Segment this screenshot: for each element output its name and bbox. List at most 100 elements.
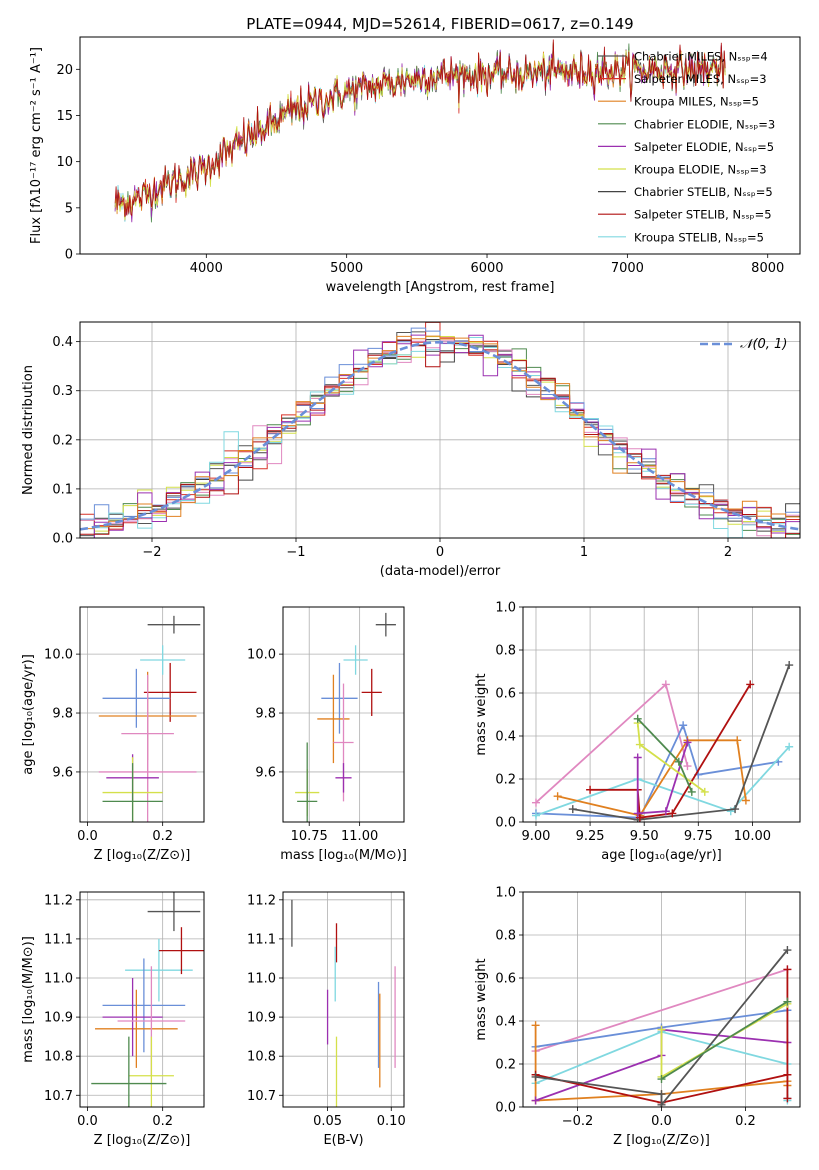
axes-frame [79, 606, 205, 823]
axes-frame [522, 606, 801, 823]
legend-entry: Salpeter ELODIE, Nₛₛₚ=5 [634, 140, 774, 154]
y-tick-label: 0.3 [52, 384, 73, 399]
x-axis-label: mass [log₁₀(M/M⊙)] [280, 848, 407, 863]
weight-marker [783, 997, 792, 1006]
x-tick-label: 0.2 [152, 1114, 173, 1129]
x-tick-label: 0.10 [377, 1114, 406, 1129]
weight-marker [679, 721, 688, 730]
y-tick-label: 10.9 [247, 1011, 276, 1026]
histogram-step [80, 339, 800, 538]
x-axis-label: age [log₁₀(age/yr)] [601, 848, 722, 863]
weight-line [535, 968, 788, 1052]
legend-entry: 𝒩(0, 1) [740, 337, 787, 352]
plot-area [98, 615, 201, 822]
y-tick-label: 0.1 [52, 482, 73, 497]
weight-marker [687, 787, 696, 796]
weight-marker [531, 811, 540, 820]
y-tick-label: 0.8 [495, 644, 516, 659]
y-tick-label: 0.6 [495, 972, 516, 987]
x-tick-label: 11.00 [341, 829, 378, 844]
x-tick-label: 4000 [190, 261, 223, 276]
weight-line [636, 742, 689, 815]
y-axis-label: mass weight [474, 673, 489, 755]
x-tick-label: 9.00 [522, 829, 551, 844]
legend-entry: Chabrier STELIB, Nₛₛₚ=5 [634, 185, 773, 199]
y-axis-label: mass weight [474, 958, 489, 1040]
weight-marker [657, 1100, 666, 1107]
axes-frame [79, 321, 801, 539]
y-tick-label: 0.0 [495, 1101, 516, 1116]
weight-marker [657, 1090, 666, 1099]
y-tick-label: 10.0 [44, 648, 73, 663]
y-axis-label: age [log₁₀(age/yr)] [21, 654, 36, 775]
mass-vs-metallicity-panel: 0.0 0.2 10.7 10.8 10.9 11.0 11.1 11.2 Z [log₁₀(Z… [21, 891, 205, 1148]
x-tick-label: 0.05 [313, 1114, 342, 1129]
spectrum-panel: 4000 5000 6000 7000 8000 0 5 10 15 20 wavelength [… [29, 36, 801, 295]
y-tick-label: 10.8 [44, 1050, 73, 1065]
x-tick-label: 5000 [330, 261, 363, 276]
y-tick-label: 9.8 [255, 707, 276, 722]
residuals-panel: −2 −1 0 1 2 0.0 0.1 0.2 0.3 0.4 (data-model)/error… [21, 321, 801, 579]
y-tick-label: 10.7 [247, 1089, 276, 1104]
plot-area [291, 899, 396, 1107]
weight-vs-metallicity-panel: −0.2 0.0 0.2 0.0 0.2 0.4 0.6 0.8 1.0 Z [log₁₀(Z/Z… [474, 886, 801, 1148]
histogram-step [80, 335, 800, 538]
y-tick-label: 11.0 [247, 972, 276, 987]
spectrum-line [114, 39, 726, 217]
x-tick-label: 9.75 [684, 829, 713, 844]
weight-marker [726, 807, 735, 816]
age-vs-mass-panel: 10.75 11.00 9.6 9.8 10.0 mass [log₁₀(M/M⊙)] [247, 606, 407, 863]
y-axis-label: Flux [fλ10⁻¹⁷ erg cm⁻² s⁻¹ A⁻¹] [29, 47, 44, 244]
y-tick-label: 9.8 [52, 707, 73, 722]
y-tick-label: 10.8 [247, 1050, 276, 1065]
x-tick-label: 9.25 [576, 829, 605, 844]
x-axis-label: Z [log₁₀(Z/Z⊙)] [613, 1133, 710, 1148]
x-tick-label: 7000 [611, 261, 644, 276]
legend-entry: Salpeter MILES, Nₛₛₚ=3 [634, 72, 767, 86]
y-tick-label: 1.0 [495, 886, 516, 901]
y-tick-label: 0.4 [495, 730, 516, 745]
weight-marker [733, 736, 742, 745]
weight-marker [785, 661, 794, 670]
y-axis-label: mass [log₁₀(M/M⊙)] [21, 936, 36, 1063]
y-tick-label: 10 [56, 155, 73, 170]
legend-entry: Kroupa MILES, Nₛₛₚ=5 [634, 95, 759, 109]
legend-entry: Kroupa STELIB, Nₛₛₚ=5 [634, 230, 764, 244]
weight-vs-age-panel: 9.00 9.25 9.50 9.75 10.00 0.0 0.2 0.4 0.6 0.8 1.0 a… [474, 601, 801, 863]
plot-area [91, 892, 204, 1107]
x-tick-label: 9.50 [630, 829, 659, 844]
weight-line [661, 1000, 788, 1080]
y-tick-label: 0.2 [52, 433, 73, 448]
axes-frame [522, 891, 801, 1108]
x-axis-label: (data-model)/error [380, 564, 501, 579]
weight-marker [657, 1075, 666, 1084]
x-tick-label: 2 [724, 545, 732, 560]
weight-marker [783, 1094, 792, 1103]
legend-entry: Chabrier ELODIE, Nₛₛₚ=3 [634, 117, 775, 131]
weight-marker [783, 946, 792, 955]
plot-area [295, 612, 396, 822]
weight-marker [783, 965, 792, 974]
y-tick-label: 5 [65, 201, 73, 216]
weight-marker [635, 740, 644, 749]
weight-marker [633, 809, 642, 818]
plot-area [531, 661, 794, 822]
y-tick-label: 0.0 [495, 816, 516, 831]
mass-vs-extinction-panel: 0.05 0.10 10.7 10.8 10.9 11.0 11.1 11.2 E(B-V) [247, 891, 406, 1148]
weight-line [572, 664, 791, 821]
normal-curve [80, 340, 800, 531]
legend-entry: Chabrier MILES, Nₛₛₚ=4 [634, 50, 768, 64]
age-vs-metallicity-panel: 0.0 0.2 9.6 9.8 10.0 Z [log₁₀(Z/Z⊙)] age [log₁… [21, 606, 205, 863]
weight-marker [683, 762, 692, 771]
weight-marker [568, 805, 577, 814]
axes-frame [79, 36, 801, 255]
axes-frame [79, 891, 205, 1108]
x-tick-label: 0.2 [152, 829, 173, 844]
y-tick-label: 9.6 [255, 765, 276, 780]
weight-marker [700, 787, 709, 796]
weight-marker [668, 809, 677, 818]
weight-marker [531, 1021, 540, 1030]
y-axis-label: Normed distribution [21, 365, 36, 495]
y-tick-label: 0.6 [495, 687, 516, 702]
